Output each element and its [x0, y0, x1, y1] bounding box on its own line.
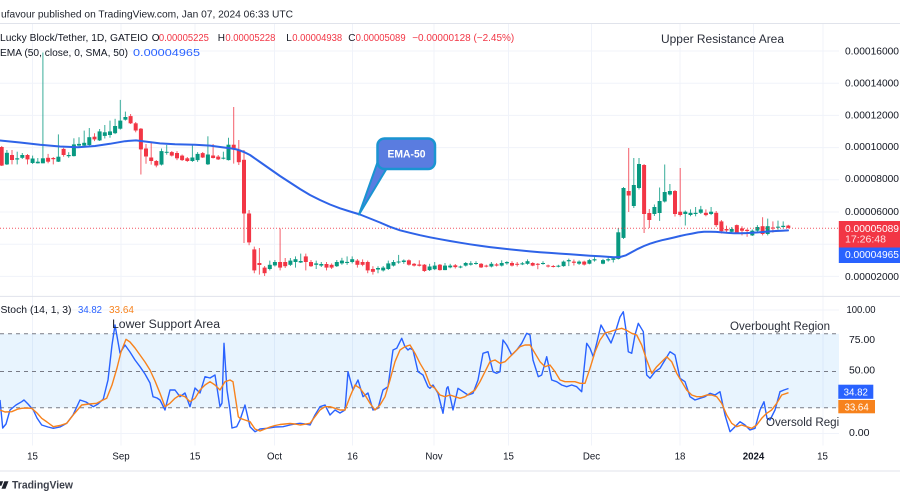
svg-text:Stoch (14, 1, 3): Stoch (14, 1, 3)	[1, 305, 72, 316]
svg-text:Sep: Sep	[112, 452, 129, 463]
svg-text:0.00002000: 0.00002000	[845, 272, 900, 283]
svg-text:EMA (50, close, 0, SMA, 50): EMA (50, close, 0, SMA, 50)	[0, 48, 128, 59]
svg-text:2024: 2024	[743, 452, 765, 463]
svg-text:0.00008000: 0.00008000	[845, 174, 900, 185]
svg-text:15: 15	[27, 452, 38, 463]
svg-text:18: 18	[675, 452, 686, 463]
svg-text:0.00005089: 0.00005089	[845, 224, 899, 235]
svg-text:Lower Support Area: Lower Support Area	[112, 319, 221, 331]
svg-text:0.00006000: 0.00006000	[845, 207, 900, 218]
svg-text:50.00: 50.00	[849, 365, 876, 376]
svg-text:33.64: 33.64	[109, 305, 135, 316]
svg-text:100.00: 100.00	[847, 305, 877, 316]
svg-text:ufavour published on TradingVi: ufavour published on TradingView.com, Ja…	[1, 10, 293, 21]
svg-text:Lucky Block/Tether, 1D, GATEIO: Lucky Block/Tether, 1D, GATEIO	[0, 33, 148, 44]
svg-text:0.00004965: 0.00004965	[133, 48, 201, 59]
svg-text:16: 16	[347, 452, 358, 463]
svg-text:34.82: 34.82	[844, 387, 868, 398]
svg-text:15: 15	[190, 452, 201, 463]
svg-text:EMA-50: EMA-50	[388, 149, 426, 161]
svg-text:34.82: 34.82	[78, 305, 102, 316]
svg-text:0.00: 0.00	[849, 428, 870, 439]
svg-text:Dec: Dec	[583, 452, 600, 463]
svg-text:Overbought Region: Overbought Region	[730, 321, 830, 333]
svg-text:15: 15	[503, 452, 514, 463]
svg-text:Upper Resistance Area: Upper Resistance Area	[661, 34, 785, 46]
svg-text:TradingView: TradingView	[12, 479, 74, 491]
svg-text:Oversold Region: Oversold Region	[766, 417, 852, 429]
svg-text:33.64: 33.64	[844, 402, 869, 413]
svg-text:0.00014000: 0.00014000	[845, 79, 900, 90]
svg-text:Nov: Nov	[425, 452, 442, 463]
svg-text:17:26:48: 17:26:48	[845, 235, 886, 246]
svg-text:15: 15	[817, 452, 828, 463]
svg-text:0.00004965: 0.00004965	[845, 250, 899, 261]
svg-text:75.00: 75.00	[849, 335, 876, 346]
svg-text:Oct: Oct	[267, 452, 282, 463]
svg-text:0.00016000: 0.00016000	[845, 46, 900, 57]
svg-text:0.00012000: 0.00012000	[845, 111, 900, 122]
svg-text:0.00010000: 0.00010000	[845, 142, 900, 153]
